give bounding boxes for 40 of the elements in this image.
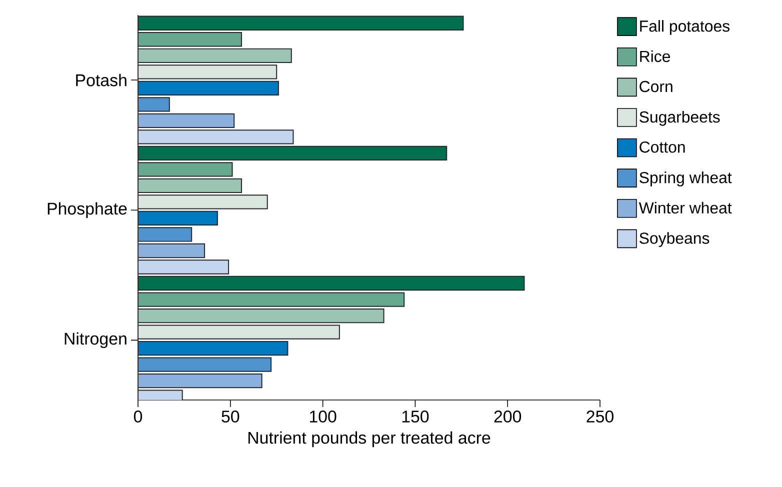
y-tick-label: Phosphate <box>48 202 127 218</box>
bar <box>138 227 192 242</box>
bar <box>138 357 272 372</box>
x-tick-label: 0 <box>134 410 142 423</box>
bar <box>138 162 233 177</box>
bar <box>138 80 279 96</box>
bar <box>138 373 262 388</box>
bar <box>138 64 278 80</box>
legend-label: Rice <box>640 50 670 62</box>
bar <box>138 146 448 161</box>
bar <box>138 178 242 194</box>
x-tick-label: 250 <box>586 410 614 423</box>
legend-label: Cotton <box>640 141 685 153</box>
x-tick-label: 200 <box>494 410 522 423</box>
bar <box>138 48 292 63</box>
bar <box>138 113 235 128</box>
x-tick-label: 50 <box>222 410 240 423</box>
bar <box>138 243 206 258</box>
bar <box>138 276 525 291</box>
x-tick-label: 150 <box>402 410 429 423</box>
legend-label: Spring wheat <box>640 172 732 186</box>
bar <box>138 308 384 324</box>
legend-label: Sugarbeets <box>640 110 720 126</box>
y-tick-label: Potash <box>76 74 126 86</box>
legend-label: Soybeans <box>640 232 710 248</box>
bar <box>138 260 230 274</box>
bar <box>138 32 242 47</box>
bar <box>138 292 405 307</box>
bar <box>138 210 218 226</box>
legend-label: Fall potatoes <box>640 20 730 35</box>
x-axis-title: Nutrient pounds per treated acre <box>248 431 490 448</box>
y-tick-label: Nitrogen <box>64 332 126 348</box>
x-tick-label: 100 <box>310 410 336 423</box>
bar <box>138 324 340 340</box>
bar <box>138 340 288 356</box>
bar <box>138 130 294 144</box>
legend-label: Winter wheat <box>638 202 732 214</box>
bar <box>138 16 464 30</box>
bar <box>138 194 268 210</box>
legend-label: Corn <box>640 80 672 92</box>
